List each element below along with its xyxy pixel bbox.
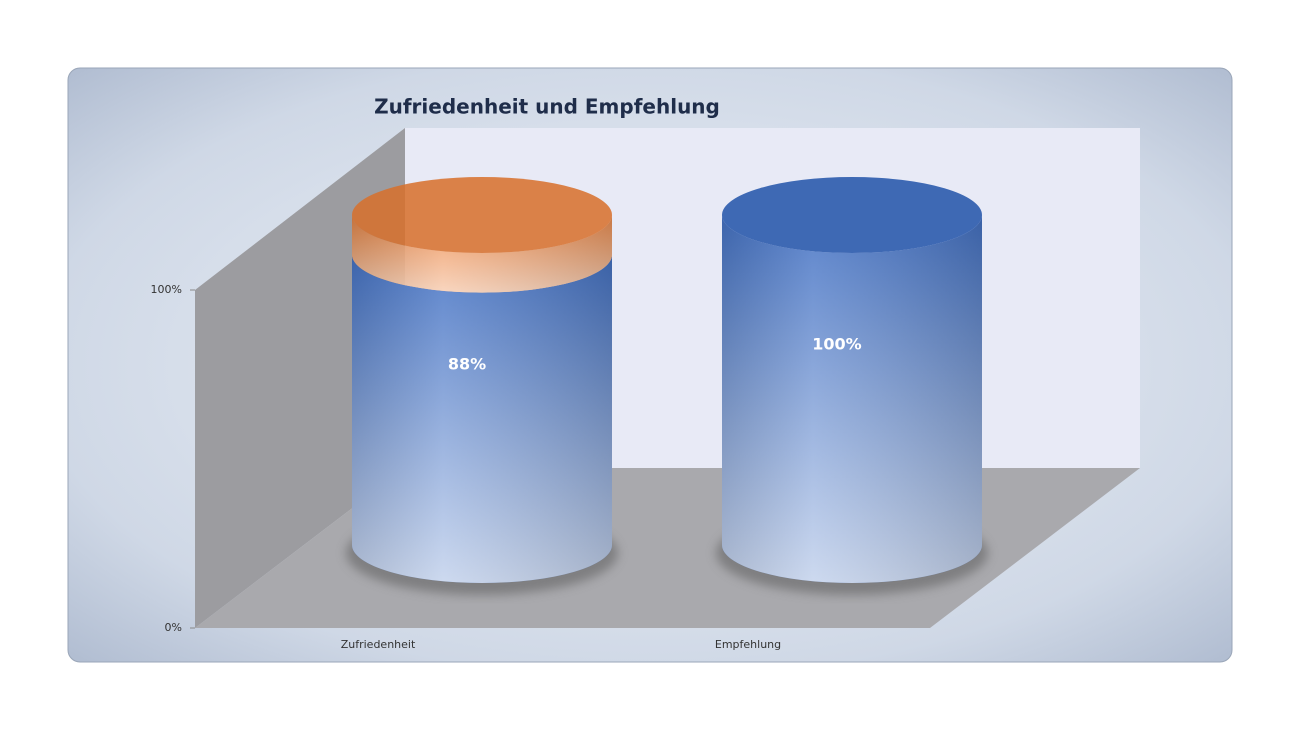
chart-title: Zufriedenheit und Empfehlung (374, 95, 720, 119)
segment-shading (352, 254, 612, 583)
segment-shading (722, 215, 982, 583)
cylinder-top (352, 177, 612, 253)
y-tick-label: 0% (165, 621, 182, 634)
segment-shading (352, 215, 612, 293)
x-tick-label: Empfehlung (715, 638, 781, 651)
data-label: 100% (812, 335, 861, 354)
cylinder-top (722, 177, 982, 253)
top-shading (722, 177, 982, 253)
data-label: 88% (448, 354, 486, 373)
top-shading (352, 177, 612, 253)
x-tick-label: Zufriedenheit (341, 638, 416, 651)
y-tick-label: 100% (151, 283, 182, 296)
plot-area: 0% 100% 88% Zufriedenheit 100% Empfehlung (151, 177, 988, 651)
